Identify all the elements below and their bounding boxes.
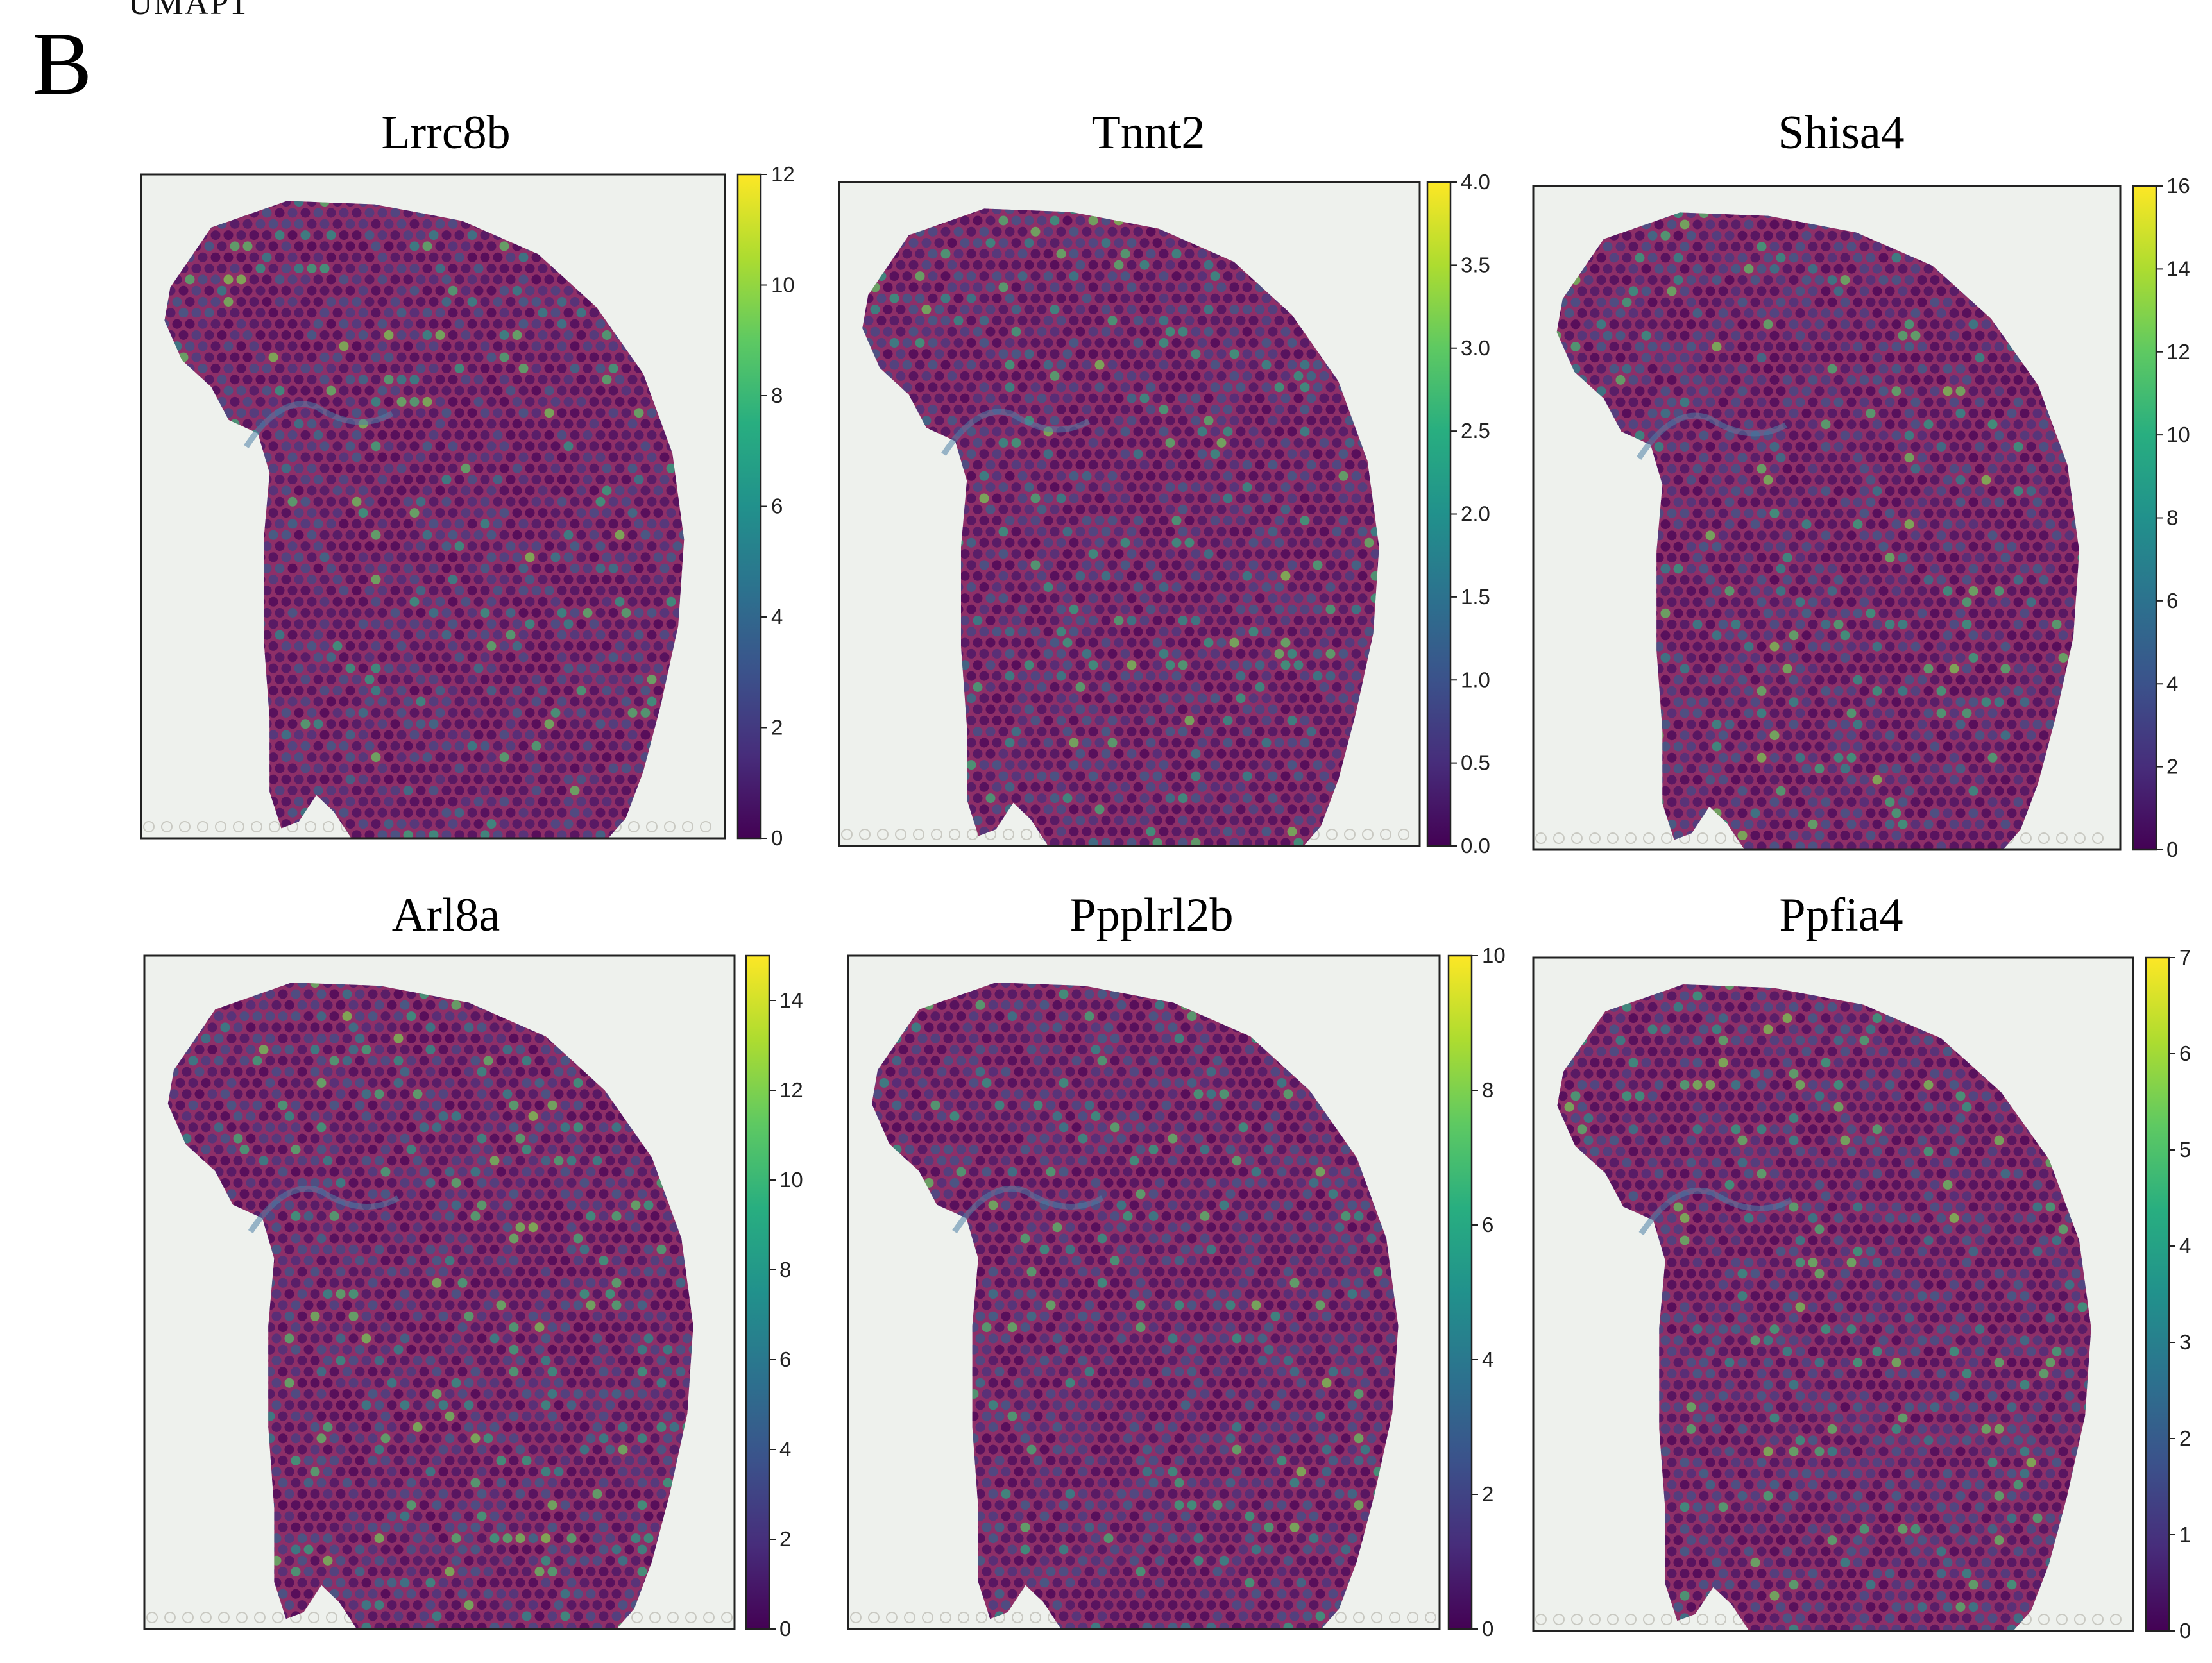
- colorbar-tick-label: 10: [771, 273, 795, 297]
- colorbar-gradient: [1426, 181, 1452, 847]
- colorbar-tick-label: 6: [771, 494, 783, 518]
- colorbar: 0 2 4 6 8 10 12 14 16: [2132, 174, 2190, 861]
- colorbar-tick-label: 0: [779, 1617, 791, 1641]
- colorbar: 0 2 4 6 8 10 12: [736, 162, 795, 850]
- plot-frame: [143, 954, 736, 1630]
- colorbar-tick-label: 8: [771, 384, 783, 407]
- tissue-section: [871, 983, 1399, 1629]
- chart-title: Shisa4: [1778, 106, 1905, 159]
- colorbar-tick-label: 0: [2166, 838, 2178, 861]
- colorbar-tick-label: 10: [1482, 943, 1506, 967]
- colorbar-tick-label: 4.0: [1461, 170, 1490, 194]
- colorbar-tick-label: 8: [1482, 1078, 1493, 1102]
- colorbar: 0.0 0.5 1.0 1.5 2.0 2.5 3.0 3.5 4.0: [1426, 170, 1490, 857]
- colorbar-tick-label: 10: [2166, 423, 2190, 446]
- colorbar-tick-label: 14: [2166, 257, 2190, 280]
- colorbar-tick-label: 2.0: [1461, 502, 1490, 526]
- colorbar-tick-label: 6: [779, 1347, 791, 1371]
- colorbar-tick-label: 2: [779, 1527, 791, 1551]
- tissue-section: [167, 983, 693, 1629]
- chart-title: Ppfia4: [1779, 889, 1903, 941]
- hippocampus-band: [952, 1185, 1104, 1233]
- colorbar-tick-label: 6: [2166, 589, 2178, 612]
- colorbar-tick-label: 12: [779, 1078, 803, 1102]
- colorbar-tick-label: 5: [2179, 1138, 2191, 1161]
- colorbar-tick-label: 1.0: [1461, 668, 1490, 691]
- colorbar-tick-label: 2: [1482, 1482, 1493, 1506]
- colorbar-tick-label: 0: [2179, 1619, 2191, 1642]
- colorbar-gradient: [2132, 185, 2157, 851]
- chart-title: Arl8a: [391, 889, 500, 941]
- colorbar-tick-label: 0.5: [1461, 751, 1490, 775]
- colorbar-tick-label: 6: [1482, 1213, 1493, 1237]
- colorbar-tick-label: 1: [2179, 1523, 2191, 1546]
- plot-frame: [1532, 956, 2134, 1632]
- colorbar-tick-label: 16: [2166, 174, 2190, 198]
- colorbar-gradient: [745, 954, 770, 1630]
- colorbar: 0 1 2 3 4 5 6 7: [2145, 945, 2191, 1642]
- colorbar-tick-label: 4: [2179, 1234, 2191, 1258]
- colorbar-tick-label: 2: [2166, 755, 2178, 779]
- chart-title: Tnnt2: [1091, 106, 1205, 159]
- colorbar-tick-label: 3.0: [1461, 336, 1490, 360]
- colorbar-gradient: [1447, 954, 1473, 1630]
- panel-letter: B: [32, 14, 92, 114]
- colorbar-tick-label: 3.5: [1461, 253, 1490, 276]
- hippocampus-band: [1636, 412, 1787, 460]
- hippocampus-band: [244, 401, 394, 448]
- colorbar-tick-label: 0.0: [1461, 834, 1490, 857]
- colorbar: 0 2 4 6 8 10 12 14: [745, 954, 803, 1641]
- colorbar-tick-label: 8: [779, 1258, 791, 1281]
- plot-frame: [838, 181, 1421, 847]
- chart-title: Lrrc8b: [381, 106, 511, 159]
- umap-axis-label: UMAP1: [128, 0, 248, 22]
- colorbar-tick-label: 6: [2179, 1042, 2191, 1065]
- colorbar: 0 2 4 6 8 10: [1447, 943, 1506, 1641]
- colorbar-tick-label: 0: [771, 826, 783, 850]
- colorbar-tick-label: 7: [2179, 945, 2191, 969]
- spatial-expression-map: [143, 954, 736, 1630]
- hippocampus-band: [1638, 1187, 1793, 1236]
- colorbar-tick-label: 2: [771, 716, 783, 739]
- colorbar-tick-label: 12: [771, 162, 795, 186]
- colorbar-gradient: [2145, 956, 2170, 1632]
- colorbar-gradient: [736, 173, 762, 840]
- colorbar-tick-label: 0: [1482, 1617, 1493, 1641]
- colorbar-tick-label: 2: [2179, 1426, 2191, 1450]
- colorbar-tick-label: 2.5: [1461, 419, 1490, 443]
- colorbar-tick-label: 4: [1482, 1347, 1493, 1371]
- colorbar-tick-label: 4: [779, 1437, 791, 1461]
- spatial-expression-map: [847, 954, 1441, 1630]
- colorbar-tick-label: 12: [2166, 340, 2190, 364]
- hippocampus-band: [941, 409, 1091, 456]
- hippocampus-band: [248, 1185, 400, 1233]
- plot-frame: [140, 173, 726, 840]
- colorbar-tick-label: 4: [771, 605, 783, 629]
- colorbar-tick-label: 14: [779, 988, 803, 1012]
- spatial-expression-map: [838, 181, 1421, 847]
- spatial-expression-map: [1532, 956, 2134, 1632]
- colorbar-tick-label: 4: [2166, 671, 2178, 695]
- spatial-expression-map: [140, 173, 726, 840]
- chart-title: Ppplrl2b: [1069, 889, 1234, 941]
- colorbar-tick-label: 3: [2179, 1330, 2191, 1354]
- spatial-expression-map: [1532, 185, 2122, 851]
- colorbar-tick-label: 1.5: [1461, 585, 1490, 609]
- plot-frame: [1532, 185, 2122, 851]
- colorbar-tick-label: 8: [2166, 506, 2178, 530]
- plot-frame: [847, 954, 1441, 1630]
- colorbar-tick-label: 10: [779, 1168, 803, 1192]
